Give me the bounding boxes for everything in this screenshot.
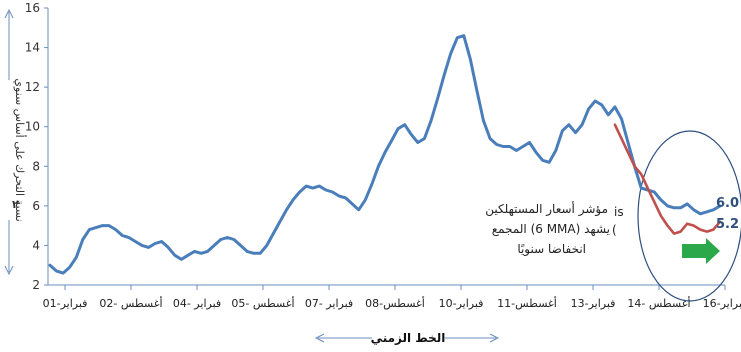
annotation-mark-is: is [614, 205, 624, 219]
y-axis-title: نسبة التحرك على أساس سنوي [13, 78, 27, 221]
x-tick-label: فبراير-16 [703, 297, 741, 310]
y-ticks: 2 4 6 8 10 12 14 16 [25, 1, 48, 292]
annotation-line-1: مؤشر أسعار المستهلكين [485, 201, 608, 217]
y-tick-label: 8 [32, 159, 40, 173]
y-tick-label: 6 [32, 199, 40, 213]
series-end-label-blue: 6.0 [716, 196, 739, 211]
x-tick-label: أغسطس -14 [627, 296, 690, 310]
y-axis-marker: ٢ [12, 198, 19, 211]
annotation-line-3: انخفاضا سنويًا [517, 242, 586, 257]
y-tick-label: 14 [25, 41, 40, 55]
y-tick-label: 4 [32, 238, 40, 252]
y-arrow-down-icon [4, 265, 14, 276]
series-line-blue [48, 34, 722, 275]
x-axis-title: الخط الزمني [371, 331, 446, 345]
x-arrow-right-icon [489, 333, 500, 343]
x-tick-label: أغسطس-08 [365, 296, 425, 310]
x-tick-label: فبراير-01 [43, 297, 88, 310]
x-tick-label: أغسطس -02 [99, 296, 162, 310]
annotation-line-2: المجمع (6 MMA) يشهد [492, 222, 610, 236]
annotation: مؤشر أسعار المستهلكين المجمع (6 MMA) يشه… [485, 201, 623, 257]
x-axis-title-group: الخط الزمني [314, 331, 500, 345]
x-tick-label: أغسطس -05 [231, 296, 294, 310]
series-end-label-red: 5.2 [716, 217, 739, 232]
x-tick-label: فبراير-13 [571, 297, 616, 310]
y-tick-label: 16 [25, 1, 40, 15]
y-arrow-up-icon [4, 8, 14, 19]
green-arrow-icon [682, 238, 720, 264]
y-tick-label: 12 [25, 80, 40, 94]
x-tick-label: فبراير -04 [173, 297, 221, 310]
x-ticks: فبراير-01 أغسطس -02 فبراير -04 أغسطس -05 فبر… [43, 285, 741, 310]
y-axis-title-group: نسبة التحرك على أساس سنوي ٢ [4, 8, 27, 276]
series-lines [48, 34, 722, 275]
highlight-ellipse [637, 130, 741, 302]
x-tick-label: فبراير -07 [305, 297, 353, 310]
series-line-red [613, 123, 722, 235]
x-tick-label: أغسطس-11 [497, 296, 557, 310]
annotation-mark-paren: ( [612, 223, 617, 237]
y-tick-label: 2 [32, 278, 40, 292]
x-tick-label: فبراير-10 [439, 297, 484, 310]
x-arrow-left-icon [314, 333, 325, 343]
y-tick-label: 10 [25, 120, 40, 134]
